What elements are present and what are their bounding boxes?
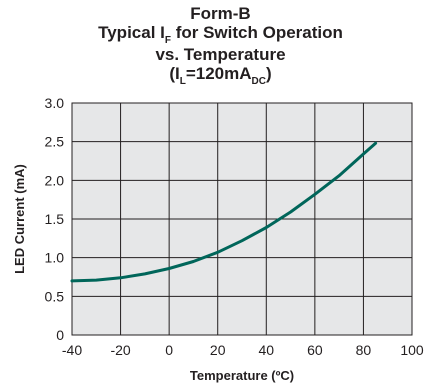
title-line-1: Form-B (190, 4, 251, 23)
title-subscript-f: F (164, 35, 171, 46)
title-line-3: vs. Temperature (155, 45, 286, 64)
y-tick-label: 2.0 (45, 172, 65, 188)
chart-title: Form-B Typical IF for Switch Operation v… (0, 4, 441, 87)
x-tick-label: 60 (307, 342, 323, 358)
y-tick-label: 1.0 (45, 250, 65, 266)
x-tick-label: 0 (165, 342, 173, 358)
x-tick-label: 80 (356, 342, 372, 358)
y-tick-label: 2.5 (45, 134, 65, 150)
y-tick-label: 0.5 (45, 288, 65, 304)
y-axis-label: LED Current (mA) (12, 164, 27, 274)
grid (72, 103, 412, 335)
y-tick-label: 3.0 (45, 95, 65, 111)
title-line-4-mid: =120mA (185, 64, 252, 83)
title-subscript-l: L (179, 76, 186, 87)
y-tick-label: 1.5 (45, 211, 65, 227)
title-line-4-close: ) (265, 64, 272, 83)
x-tick-label: 20 (210, 342, 226, 358)
y-tick-labels: 0 0.5 1.0 1.5 2.0 2.5 3.0 (45, 95, 65, 343)
title-line-2: Typical IF for Switch Operation (0, 23, 441, 46)
title-line-4-open: (I (169, 64, 180, 83)
x-tick-labels: -40 -20 0 20 40 60 80 100 (62, 342, 424, 358)
x-axis-label: Temperature (ºC) (190, 368, 294, 383)
series-line (70, 141, 378, 283)
series-group (70, 141, 378, 283)
y-tick-label: 0 (56, 327, 64, 343)
title-line-2-main: Typical I (98, 23, 165, 42)
title-line-2-rest: for Switch Operation (170, 23, 343, 42)
title-line-4: (IL=120mADC) (0, 64, 441, 87)
plot-frame (71, 102, 413, 336)
x-tick-label: 40 (258, 342, 274, 358)
title-subscript-dc: DC (251, 76, 266, 87)
x-tick-label: -40 (62, 342, 82, 358)
x-tick-label: 100 (400, 342, 424, 358)
x-tick-label: -20 (110, 342, 130, 358)
